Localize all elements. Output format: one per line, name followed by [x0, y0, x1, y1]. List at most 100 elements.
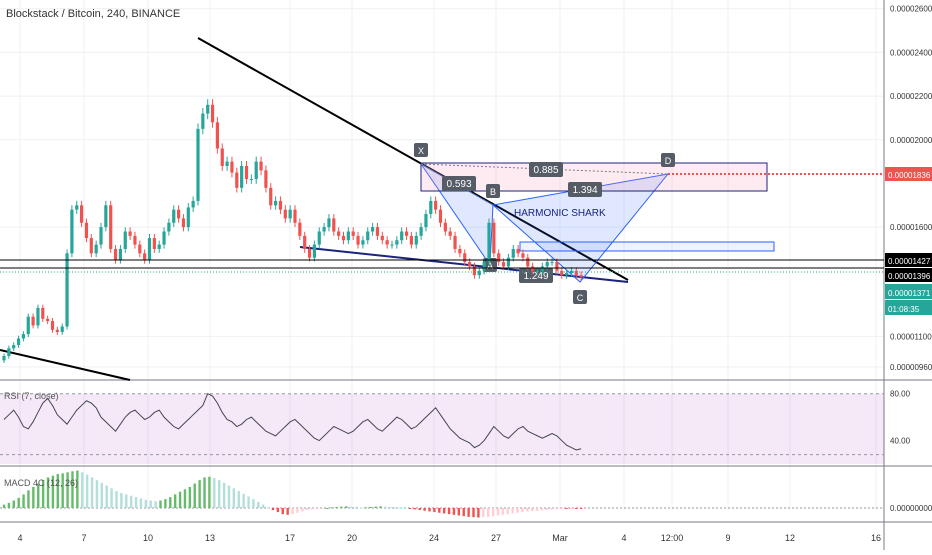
candle-body [283, 209, 287, 219]
macd-bar [85, 474, 89, 508]
candle-body [259, 161, 263, 171]
candle-body [191, 200, 195, 208]
candle-body [269, 187, 273, 206]
macd-pane: MACD 4C (12, 26) 0.00000000 [0, 470, 932, 518]
macd-bar [110, 488, 113, 508]
ratio-badge [442, 176, 476, 191]
candle-body [443, 222, 447, 232]
candle-body [215, 122, 219, 149]
price-tick-label: 0.00002200 [890, 92, 932, 101]
macd-bar [340, 506, 343, 508]
macd-bar [115, 491, 118, 508]
macd-bar [501, 508, 505, 515]
macd-bar [457, 508, 461, 516]
macd-bar [213, 478, 216, 508]
macd-bar [555, 508, 558, 510]
macd-bar [7, 502, 11, 508]
candle-body [380, 235, 384, 241]
pattern-point-d: D [661, 153, 675, 167]
point-label: D [665, 156, 672, 166]
time-tick-label: 10 [143, 533, 153, 543]
candles [2, 99, 583, 363]
ratio-text: 0.593 [446, 179, 471, 190]
candle-body [492, 222, 496, 254]
price-badge-timer: 01:08:35 [885, 300, 932, 315]
macd-bar [394, 507, 397, 509]
candle-body [138, 244, 142, 254]
candle-body [371, 227, 375, 232]
macd-bar [41, 480, 45, 508]
price-tick-label: 0.00002000 [890, 136, 932, 145]
macd-label: MACD 4C (12, 26) [4, 478, 78, 488]
candle-body [240, 165, 244, 188]
candle-body [65, 253, 69, 327]
macd-bar [169, 497, 172, 508]
candle-body [16, 338, 21, 346]
candle-body [565, 272, 569, 276]
time-tick-label: 17 [285, 533, 295, 543]
macd-bar [408, 508, 412, 509]
time-tick-label: 13 [205, 533, 215, 543]
price-badge-timer-text: 01:08:35 [888, 305, 920, 314]
macd-bar [178, 491, 182, 508]
macd-bar [120, 493, 123, 508]
chart-title: Blockstack / Bitcoin, 240, BINANCE [6, 8, 181, 20]
ratio-label: 0.593 [442, 176, 476, 191]
price-tick-label: 0.00001600 [890, 223, 932, 232]
macd-bar [217, 480, 221, 508]
ratio-label: 0.885 [529, 162, 563, 177]
candle-body [274, 200, 278, 206]
candle-body [46, 318, 50, 322]
candle-body [560, 270, 564, 276]
candle-body [99, 227, 103, 245]
candle-body [167, 222, 171, 232]
time-axis[interactable]: 4 7 10 13 17 20 24 27 Mar 4 12:00 9 12 16 [17, 533, 881, 543]
macd-bar [81, 472, 84, 508]
macd-bar [32, 486, 35, 508]
macd-bar [193, 483, 196, 508]
macd-bar [403, 508, 407, 509]
candle-body [293, 209, 297, 223]
pattern-point-x: X [414, 143, 428, 157]
price-badge-1396-text: 0.00001396 [888, 272, 931, 281]
macd-bar [242, 493, 245, 508]
macd-bar [90, 477, 94, 508]
rsi-label: RSI (7, close) [4, 391, 59, 401]
candle-body [196, 128, 200, 201]
candle-body [409, 235, 413, 245]
rsi-line [3, 393, 582, 451]
macd-bar [384, 506, 387, 508]
macd-bar [22, 494, 25, 508]
macd-bar [315, 508, 319, 509]
candle-body [123, 231, 127, 249]
candle-body [12, 345, 16, 349]
candle-body [366, 231, 370, 241]
ratio-badge [568, 182, 602, 197]
time-tick-label: 27 [491, 533, 501, 543]
candle-body [80, 205, 84, 223]
price-badge-1396: 0.00001396 [885, 268, 932, 282]
candle-body [579, 275, 583, 278]
candle-body [404, 231, 409, 236]
macd-bar [252, 499, 255, 508]
macd-bar [462, 508, 465, 517]
candle-body [375, 227, 380, 236]
candle-body [332, 218, 336, 232]
macd-bar [51, 475, 55, 508]
candle-body [322, 227, 326, 232]
candle-body [458, 248, 462, 254]
macd-bar [330, 507, 333, 509]
macd-bar [266, 507, 270, 509]
pattern-name: HARMONIC SHARK [514, 208, 606, 219]
macd-bar [159, 500, 162, 508]
candle-body [497, 253, 501, 263]
price-badge-1427: 0.00001427 [885, 253, 932, 267]
candle-body [346, 231, 350, 241]
price-axis[interactable]: 0.00002600 0.00002400 0.00002200 0.00002000… [885, 5, 932, 372]
macd-bar [482, 508, 485, 518]
macd-bar [374, 506, 377, 508]
candle-body [501, 262, 506, 267]
candle-body [249, 179, 253, 181]
